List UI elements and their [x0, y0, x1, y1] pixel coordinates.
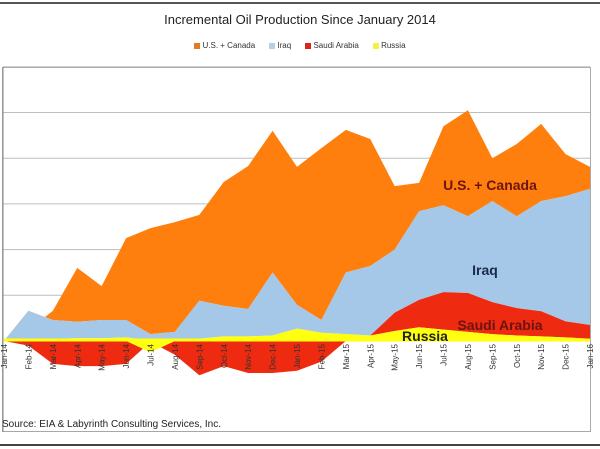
x-tick-label: Aug-15 [464, 343, 473, 369]
legend-label: U.S. + Canada [202, 41, 256, 50]
legend-swatch [373, 42, 380, 49]
x-tick-label: Jan-16 [586, 343, 595, 368]
x-tick-label: Aug-14 [171, 343, 180, 369]
x-tick-label: Nov-15 [537, 343, 546, 369]
legend-label: Iraq [277, 41, 292, 50]
area-saudi-arabia-negative [4, 341, 590, 376]
chart-title: Incremental Oil Production Since January… [164, 12, 436, 27]
x-tick-label: Oct-15 [513, 343, 522, 368]
area-russia-positive [4, 327, 590, 341]
x-tick-label: Jun-14 [122, 343, 131, 368]
area-us-canada [4, 110, 590, 341]
x-tick-label: Sep-14 [195, 343, 204, 369]
annotation-us-canada: U.S. + Canada [443, 177, 537, 193]
x-tick-label: Jan-15 [293, 343, 302, 368]
x-tick-label: Jun-15 [415, 343, 424, 368]
x-tick-label: Feb-14 [24, 343, 33, 369]
legend-label: Saudi Arabia [313, 41, 359, 50]
x-tick-label: Mar-15 [342, 343, 351, 369]
legend-label: Russia [381, 41, 406, 50]
x-tick-label: Sep-15 [488, 343, 497, 369]
legend-swatch [305, 42, 312, 49]
annotation-saudi-arabia: Saudi Arabia [457, 317, 542, 333]
top-border [0, 2, 600, 4]
legend-item-saudi-arabia: Saudi Arabia [305, 41, 359, 50]
x-tick-label: Oct-14 [220, 343, 229, 368]
legend-item-us-canada: U.S. + Canada [194, 41, 255, 50]
x-tick-label: Dec-15 [562, 343, 571, 369]
legend: U.S. + Canada Iraq Saudi Arabia Russia [0, 41, 600, 50]
legend-item-iraq: Iraq [269, 41, 291, 50]
area-iraq [4, 188, 590, 341]
x-tick-label: Apr-14 [73, 343, 82, 368]
x-tick-label: Mar-14 [49, 343, 58, 369]
annotation-iraq: Iraq [472, 262, 498, 278]
x-tick-label: May-14 [98, 343, 107, 370]
area-saudi-arabia-positive [4, 292, 590, 341]
x-tick-label: Apr-15 [366, 343, 375, 368]
annotation-russia: Russia [402, 328, 448, 344]
legend-swatch [194, 42, 201, 49]
x-tick-label: Jan-14 [0, 343, 9, 368]
x-tick-label: Feb-15 [317, 343, 326, 369]
x-tick-label: Jul-14 [147, 343, 156, 365]
legend-item-russia: Russia [373, 41, 406, 50]
legend-swatch [269, 42, 276, 49]
x-tick-label: Dec-14 [269, 343, 278, 369]
x-tick-label: Nov-14 [244, 343, 253, 369]
bottom-border [0, 444, 600, 446]
source-note: Source: EIA & Labyrinth Consulting Servi… [2, 419, 221, 430]
x-tick-label: Jul-15 [440, 343, 449, 365]
area-russia-negative [4, 341, 590, 353]
x-tick-label: May-15 [391, 343, 400, 370]
